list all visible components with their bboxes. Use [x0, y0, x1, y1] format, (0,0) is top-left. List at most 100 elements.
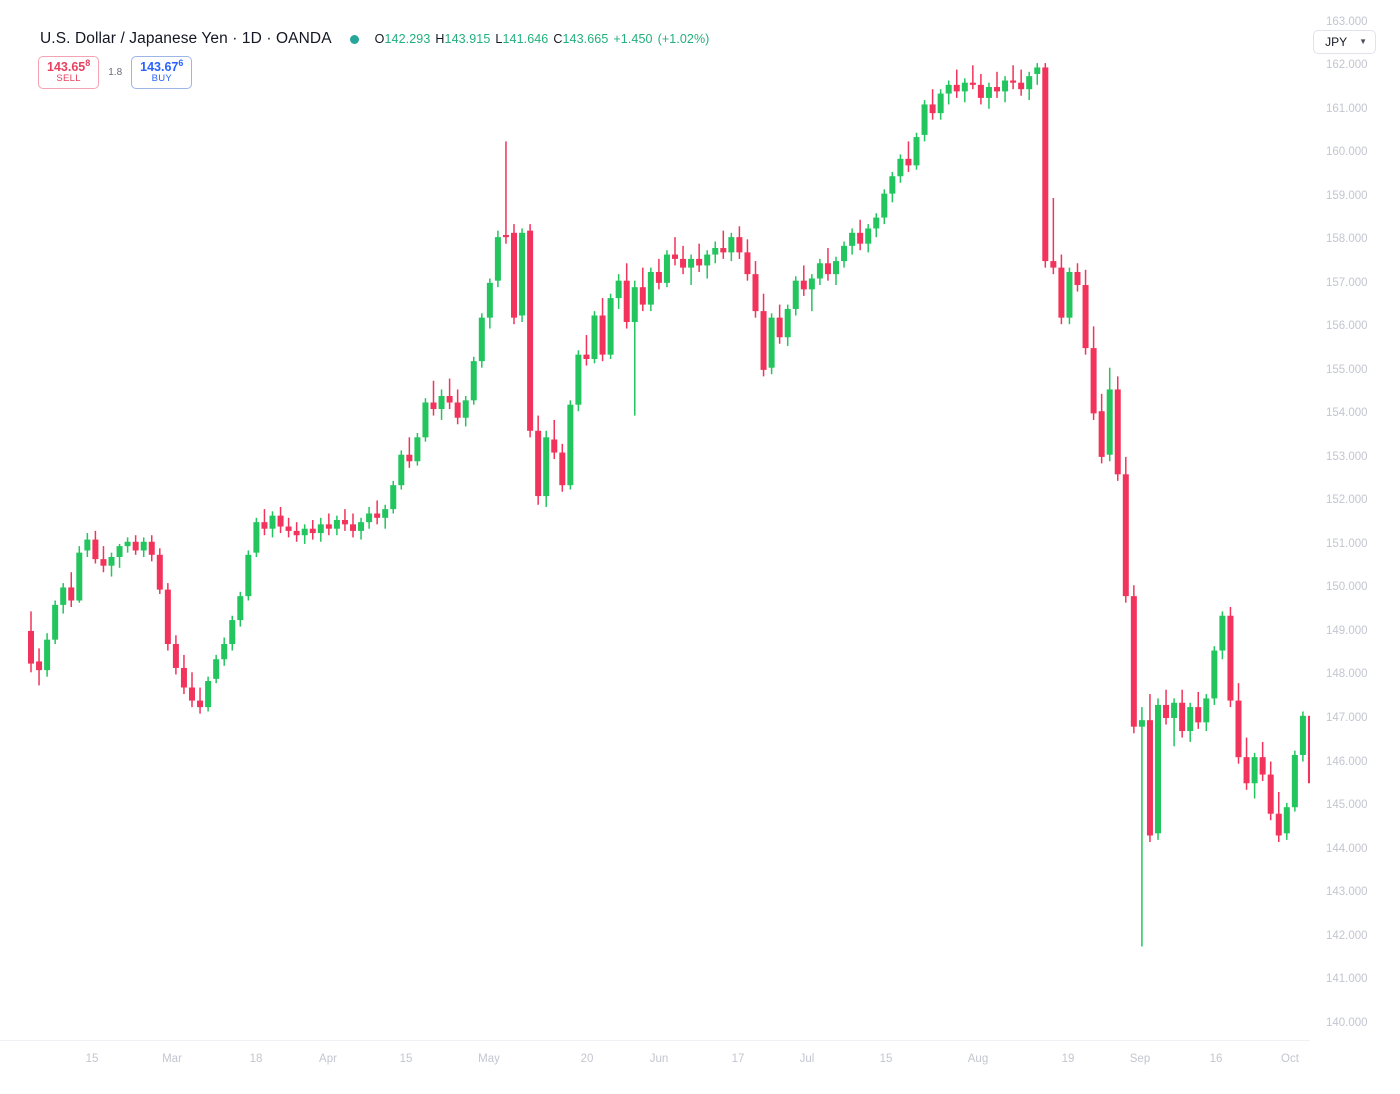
candle-wick — [1141, 707, 1143, 947]
price-tick: 157.000 — [1326, 276, 1368, 289]
candle-body — [172, 644, 179, 668]
time-tick: Apr — [319, 1053, 337, 1065]
candle-body — [124, 541, 131, 547]
price-tick: 153.000 — [1326, 450, 1368, 463]
candle-body — [28, 630, 34, 664]
price-tick: 158.000 — [1326, 233, 1368, 246]
candle-body — [575, 354, 582, 405]
time-tick: 15 — [85, 1053, 99, 1065]
candle-wick — [722, 230, 725, 259]
candle-body — [655, 271, 662, 283]
candle-body — [1187, 707, 1194, 732]
candle-body — [382, 509, 389, 518]
candle-body — [156, 554, 163, 590]
candle-body — [1138, 720, 1145, 727]
sell-price: 143.65 — [47, 60, 86, 74]
candle-body — [937, 93, 944, 114]
page-title: U.S. Dollar / Japanese Yen · 1D · OANDA — [40, 30, 332, 47]
candlestick-svg — [28, 63, 1310, 947]
candle-body — [559, 452, 566, 486]
price-tick: 149.000 — [1326, 624, 1368, 637]
candle-body — [953, 84, 960, 92]
candle-body — [696, 258, 703, 266]
candle-body — [760, 311, 767, 370]
candle-body — [688, 258, 695, 268]
price-tick: 152.000 — [1326, 494, 1368, 507]
candle-body — [833, 261, 839, 275]
candle-body — [527, 230, 534, 431]
time-tick: Jul — [799, 1053, 815, 1065]
candle-body — [712, 248, 719, 255]
candle-body — [100, 559, 107, 566]
candle-body — [567, 404, 574, 486]
candle-body — [414, 437, 421, 462]
candlestick-chart[interactable] — [0, 0, 1310, 1040]
chevron-down-icon: ▼ — [1359, 37, 1367, 46]
price-tick: 150.000 — [1326, 581, 1368, 594]
price-tick: 141.000 — [1326, 973, 1368, 986]
candle-body — [1114, 389, 1121, 475]
sell-label: SELL — [56, 73, 81, 84]
candle-body — [1243, 757, 1250, 784]
candle-body — [1227, 615, 1234, 701]
price-axis[interactable]: 163.000 162.000 161.000 160.000 159.000 158.0… — [1310, 0, 1400, 1040]
candle-body — [1235, 700, 1242, 758]
candle-body — [285, 526, 292, 531]
buy-button[interactable]: 143.676 BUY — [131, 56, 193, 89]
price-tick: 151.000 — [1326, 537, 1368, 550]
time-axis[interactable]: 15 Mar 18 Apr 15 May 20 Jun 17 Jul 15 Aug 19 Sep 16 Oct — [0, 1040, 1310, 1081]
candle-body — [76, 552, 83, 601]
candle-body — [213, 659, 220, 679]
ohlc-high-value: 143.915 — [444, 32, 491, 46]
candle-body — [1219, 615, 1226, 651]
candle-body — [1291, 754, 1298, 808]
price-tick: 147.000 — [1326, 711, 1368, 724]
candle-body — [52, 604, 59, 640]
candle-wick — [1173, 698, 1175, 747]
sell-button[interactable]: 143.658 SELL — [38, 56, 100, 89]
candle-body — [849, 232, 856, 246]
time-tick: Jun — [649, 1053, 669, 1065]
candle-body — [116, 546, 123, 557]
candle-body — [945, 84, 952, 94]
time-tick: 18 — [249, 1053, 263, 1065]
candle-body — [994, 87, 1000, 92]
time-tick: Oct — [1281, 1053, 1299, 1065]
candle-body — [494, 237, 501, 281]
candle-body — [422, 402, 429, 438]
candle-body — [446, 395, 453, 403]
candle-body — [1146, 720, 1153, 836]
price-tick: 143.000 — [1326, 886, 1368, 899]
candle-body — [1179, 702, 1186, 732]
candle-body — [704, 254, 711, 266]
currency-select[interactable]: JPY ▼ — [1313, 30, 1376, 54]
spread-value: 1.8 — [108, 66, 123, 78]
time-tick: 20 — [580, 1053, 594, 1065]
ohlc-low-label: L — [495, 32, 503, 46]
candle-body — [857, 232, 864, 244]
candle-body — [680, 258, 687, 268]
ohlc-legend: O142.293 H143.915 L141.646 C143.665 +1.450 (+… — [375, 32, 710, 46]
candle-body — [639, 287, 646, 305]
candle-body — [663, 254, 670, 283]
candle-body — [253, 522, 260, 553]
candle-wick — [698, 243, 700, 272]
candle-body — [237, 596, 244, 621]
sell-price-fraction: 8 — [85, 57, 91, 68]
candle-body — [269, 515, 276, 529]
candle-body — [784, 308, 791, 338]
time-tick: Mar — [162, 1053, 182, 1065]
candle-body — [1010, 80, 1017, 83]
candle-body — [768, 317, 775, 368]
time-tick: 16 — [1209, 1053, 1223, 1065]
candle-body — [277, 515, 284, 527]
candle-body — [800, 280, 807, 290]
trade-panel: 143.658 SELL 1.8 143.676 BUY — [38, 56, 193, 89]
candle-body — [672, 254, 678, 259]
candle-body — [502, 234, 509, 238]
candle-body — [454, 402, 461, 418]
candle-body — [607, 298, 614, 355]
candle-body — [132, 541, 139, 551]
candle-body — [1307, 715, 1310, 784]
candle-body — [1299, 715, 1306, 755]
